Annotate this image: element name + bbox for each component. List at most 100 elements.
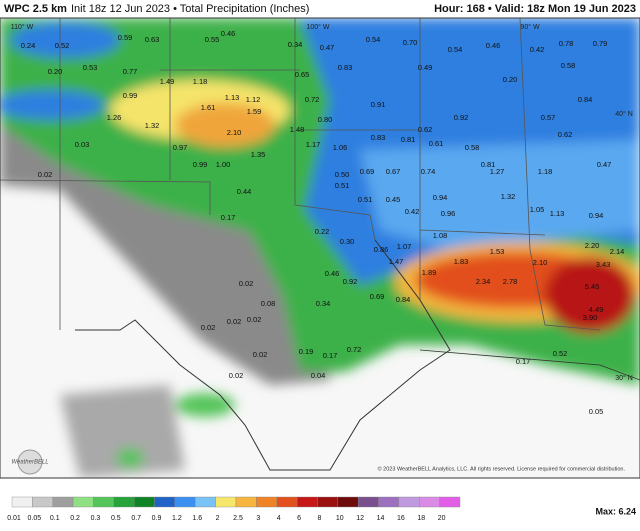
point-label: 1.05 <box>530 205 545 214</box>
point-label: 0.92 <box>343 277 358 286</box>
point-label: 0.17 <box>323 351 338 360</box>
colorbar-swatch <box>133 496 155 508</box>
point-label: 1.27 <box>490 167 505 176</box>
point-label: 0.34 <box>288 40 303 49</box>
colorbar-swatch <box>337 496 359 508</box>
colorbar-swatch <box>72 496 94 508</box>
point-label: 0.02 <box>201 323 216 332</box>
init-info: Init 18z 12 Jun 2023 • Total Precipitati… <box>71 3 309 15</box>
colorbar-swatch <box>357 496 379 508</box>
point-label: 3.43 <box>596 260 611 269</box>
point-label: 0.77 <box>123 67 138 76</box>
point-label: 0.02 <box>38 170 53 179</box>
point-label: 0.61 <box>429 139 444 148</box>
graticule-label: 110° W <box>11 23 34 31</box>
point-label: 0.86 <box>374 245 389 254</box>
colorbar-label: 16 <box>397 515 405 522</box>
point-label: 0.59 <box>118 33 133 42</box>
point-label: 0.79 <box>593 39 608 48</box>
point-label: 0.54 <box>448 45 463 54</box>
colorbar-swatch <box>32 496 53 508</box>
graticule-label: 100° W <box>306 23 329 31</box>
point-label: 0.83 <box>371 133 386 142</box>
colorbar-label: 1.2 <box>172 515 182 522</box>
point-label: 0.62 <box>558 130 573 139</box>
colorbar-swatch <box>439 496 461 508</box>
point-label: 0.03 <box>75 140 90 149</box>
point-label: 2.78 <box>503 277 518 286</box>
point-label: 0.19 <box>299 347 314 356</box>
point-label: 2.34 <box>476 277 491 286</box>
point-label: 0.30 <box>340 237 355 246</box>
point-label: 5.45 <box>585 282 600 291</box>
colorbar: 0.01 0.05 0.1 0.2 0.3 0.5 0.7 0.9 1.2 1.6 2 2.5 3 4 6 8… <box>7 496 461 522</box>
point-label: 2.20 <box>585 241 600 250</box>
point-label: 1.08 <box>433 231 448 240</box>
point-label: 0.57 <box>541 113 556 122</box>
colorbar-label: 0.3 <box>91 515 101 522</box>
point-label: 0.17 <box>221 213 236 222</box>
point-labels: 0.24 0.520.59 0.63 0.550.460.34 0.470.54 0.70… <box>21 29 625 416</box>
point-label: 1.32 <box>145 121 160 130</box>
point-label: 1.83 <box>454 257 469 266</box>
colorbar-swatch <box>276 496 298 508</box>
point-label: 0.99 <box>193 160 208 169</box>
colorbar-swatch <box>93 496 115 508</box>
point-label: 0.81 <box>481 160 496 169</box>
colorbar-label: 0.5 <box>111 515 121 522</box>
valid-info: Hour: 168 • Valid: 18z Mon 19 Jun 2023 <box>434 3 636 15</box>
point-label: 0.45 <box>386 195 401 204</box>
point-label: 1.61 <box>201 103 216 112</box>
point-label: 1.89 <box>422 268 437 277</box>
point-label: 0.47 <box>320 43 335 52</box>
point-label: 0.80 <box>318 115 333 124</box>
point-label: 0.63 <box>145 35 160 44</box>
graticule-labels: 110° W 100° W 90° W 40° N 30° N <box>11 23 633 382</box>
point-label: 1.49 <box>160 77 175 86</box>
colorbar-label: 20 <box>438 515 446 522</box>
point-label: 0.02 <box>247 315 262 324</box>
point-label: 1.59 <box>247 107 262 116</box>
point-label: 0.47 <box>597 160 612 169</box>
map-frame <box>0 17 640 479</box>
precip-field <box>0 18 640 478</box>
colorbar-swatch <box>11 496 33 508</box>
model-name: WPC 2.5 km <box>4 3 67 15</box>
point-label: 0.91 <box>371 100 386 109</box>
point-label: 0.83 <box>338 63 353 72</box>
point-label: 0.94 <box>433 193 448 202</box>
point-label: 0.46 <box>325 269 340 278</box>
point-label: 0.49 <box>418 63 433 72</box>
graticule-label: 30° N <box>615 374 633 382</box>
point-label: 0.02 <box>227 317 242 326</box>
colorbar-swatch <box>256 496 277 508</box>
point-label: 0.62 <box>418 125 433 134</box>
point-label: 1.53 <box>490 247 505 256</box>
point-label: 0.42 <box>405 207 420 216</box>
point-label: 0.58 <box>465 143 480 152</box>
point-label: 1.12 <box>246 95 261 104</box>
colorbar-label: 6 <box>297 515 301 522</box>
point-label: 0.46 <box>486 41 501 50</box>
point-label: 0.05 <box>589 407 604 416</box>
point-label: 0.55 <box>205 35 220 44</box>
point-label: 0.58 <box>561 61 576 70</box>
point-label: 0.02 <box>229 371 244 380</box>
point-label: 0.99 <box>123 91 138 100</box>
colorbar-label: 0.7 <box>131 515 141 522</box>
colorbar-label: 18 <box>417 515 425 522</box>
point-label: 0.50 <box>335 170 350 179</box>
point-label: 0.22 <box>315 227 330 236</box>
max-value: Max: 6.24 <box>595 506 636 516</box>
colorbar-swatch <box>398 496 420 508</box>
point-label: 1.48 <box>290 125 305 134</box>
colorbar-label: 0.1 <box>50 515 60 522</box>
point-label: 2.14 <box>610 247 625 256</box>
point-label: 0.46 <box>221 29 236 38</box>
colorbar-swatch <box>235 496 257 508</box>
point-label: 2.10 <box>533 258 548 267</box>
colorbar-swatch <box>317 496 339 508</box>
point-label: 0.51 <box>358 195 373 204</box>
colorbar-swatch <box>296 496 318 508</box>
boundaries <box>0 18 640 471</box>
